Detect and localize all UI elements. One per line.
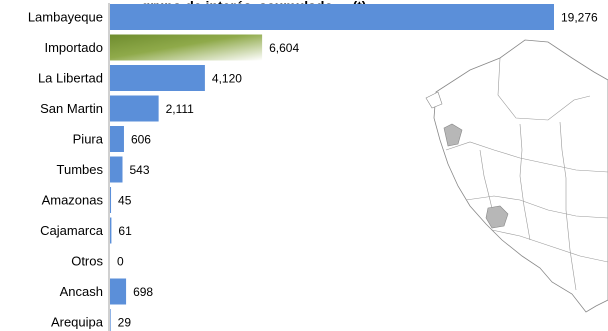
- category-label: San Martin: [40, 101, 103, 116]
- value-label: 4,120: [212, 72, 242, 86]
- value-label: 2,111: [166, 102, 195, 116]
- bar: [110, 217, 112, 244]
- bar: [110, 126, 124, 152]
- category-label: Cajamarca: [40, 223, 104, 238]
- value-label: 61: [118, 224, 132, 238]
- bar: [110, 95, 159, 122]
- value-label: 698: [133, 285, 153, 299]
- value-label: 606: [131, 133, 151, 147]
- category-label: Tumbes: [57, 162, 104, 177]
- bar: [110, 156, 123, 183]
- bar: [110, 309, 111, 331]
- bars-layer: [110, 4, 554, 331]
- bar: [110, 34, 263, 61]
- category-label: Arequipa: [51, 315, 104, 330]
- bar: [110, 4, 554, 30]
- category-label: Otros: [71, 254, 103, 269]
- value-label: 6,604: [269, 41, 299, 55]
- category-label: Piura: [73, 132, 104, 147]
- bar: [110, 278, 127, 305]
- peru-regions-map-icon: [425, 39, 608, 313]
- labels-layer: Lambayeque 19,276 Importado 6,604 La Liberta…: [28, 10, 598, 330]
- value-label: 29: [118, 316, 132, 330]
- category-label: Amazonas: [42, 193, 104, 208]
- value-label: 19,276: [561, 11, 598, 25]
- category-label: La Libertad: [38, 71, 103, 86]
- value-label: 543: [130, 163, 150, 177]
- category-label: Lambayeque: [28, 10, 103, 25]
- bar: [110, 187, 112, 213]
- category-label: Ancash: [60, 284, 103, 299]
- value-label: 45: [118, 194, 132, 208]
- bar: [110, 65, 205, 91]
- value-label: 0: [117, 255, 124, 269]
- category-label: Importado: [44, 40, 103, 55]
